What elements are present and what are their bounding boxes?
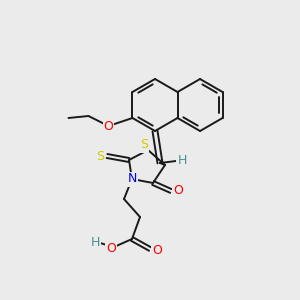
Text: O: O [103,119,113,133]
Text: S: S [96,149,104,163]
Text: H: H [177,154,187,167]
Text: N: N [127,172,137,185]
Text: S: S [140,139,148,152]
Text: H: H [90,236,100,248]
Text: O: O [106,242,116,254]
Text: O: O [173,184,183,197]
Text: O: O [152,244,162,257]
